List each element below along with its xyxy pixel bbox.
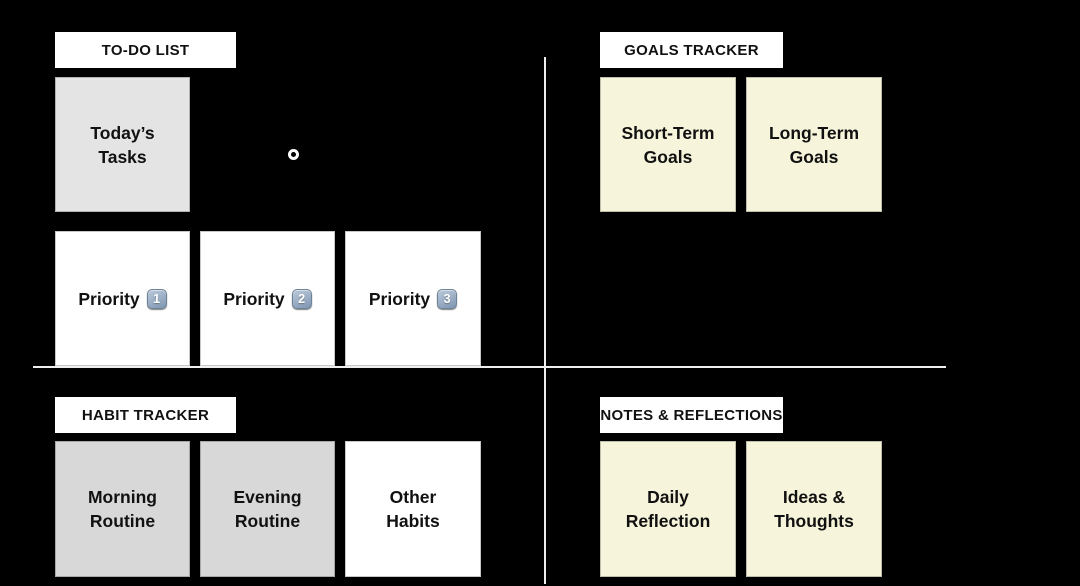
vertical-divider bbox=[544, 57, 546, 584]
todays-tasks-card[interactable]: Today’s Tasks bbox=[55, 77, 190, 212]
long-term-goals-card[interactable]: Long-Term Goals bbox=[746, 77, 882, 212]
label-line-2: Goals bbox=[789, 146, 839, 167]
priority-3-label: Priority 3 bbox=[368, 287, 458, 311]
label-line-1: Today’s bbox=[90, 122, 155, 143]
habit-tracker-header[interactable]: HABIT TRACKER bbox=[55, 397, 236, 433]
notes-reflections-header-label: NOTES & REFLECTIONS bbox=[600, 406, 783, 424]
label-line-2: Reflection bbox=[625, 511, 711, 531]
label-line-1: Long-Term bbox=[768, 122, 860, 143]
todo-list-header[interactable]: TO-DO LIST bbox=[55, 32, 236, 68]
label-line-2: Thoughts bbox=[774, 511, 854, 531]
evening-routine-label: Evening Routine bbox=[233, 485, 301, 533]
evening-routine-card[interactable]: Evening Routine bbox=[200, 441, 335, 577]
label-line-2: Tasks bbox=[98, 146, 147, 167]
priority-2-label: Priority 2 bbox=[223, 287, 312, 311]
priority-text: Priority bbox=[78, 288, 140, 309]
keycap-3-icon: 3 bbox=[437, 288, 458, 309]
ideas-thoughts-label: Ideas & Thoughts bbox=[774, 485, 854, 533]
label-line-1: Morning bbox=[87, 487, 157, 507]
short-term-goals-label: Short-Term Goals bbox=[621, 121, 714, 169]
habit-tracker-header-label: HABIT TRACKER bbox=[81, 406, 210, 424]
long-term-goals-label: Long-Term Goals bbox=[769, 121, 859, 169]
priority-1-card[interactable]: Priority 1 bbox=[55, 231, 190, 366]
notes-reflections-header[interactable]: NOTES & REFLECTIONS bbox=[600, 397, 783, 433]
daily-reflection-card[interactable]: Daily Reflection bbox=[600, 441, 736, 577]
goals-tracker-header[interactable]: GOALS TRACKER bbox=[600, 32, 783, 68]
label-line-1: Other bbox=[389, 487, 437, 507]
priority-2-card[interactable]: Priority 2 bbox=[200, 231, 335, 366]
label-line-2: Habits bbox=[386, 511, 440, 531]
priority-3-card[interactable]: Priority 3 bbox=[345, 231, 481, 366]
morning-routine-label: Morning Routine bbox=[88, 485, 157, 533]
priority-text: Priority bbox=[223, 288, 285, 309]
todo-list-header-label: TO-DO LIST bbox=[101, 41, 190, 59]
other-habits-label: Other Habits bbox=[386, 485, 439, 533]
label-line-1: Ideas & bbox=[782, 487, 846, 507]
priority-text: Priority bbox=[368, 288, 431, 309]
keycap-1-icon: 1 bbox=[146, 288, 167, 309]
keycap-2-icon: 2 bbox=[291, 288, 312, 309]
label-line-1: Short-Term bbox=[621, 122, 715, 143]
other-habits-card[interactable]: Other Habits bbox=[345, 441, 481, 577]
todays-tasks-label: Today’s Tasks bbox=[90, 121, 154, 169]
goals-tracker-header-label: GOALS TRACKER bbox=[624, 41, 759, 59]
short-term-goals-card[interactable]: Short-Term Goals bbox=[600, 77, 736, 212]
label-line-2: Goals bbox=[643, 146, 693, 167]
label-line-1: Daily bbox=[647, 487, 689, 507]
daily-reflection-label: Daily Reflection bbox=[626, 485, 711, 533]
label-line-2: Routine bbox=[89, 511, 156, 531]
priority-1-label: Priority 1 bbox=[78, 287, 167, 311]
label-line-1: Evening bbox=[233, 487, 302, 507]
morning-routine-card[interactable]: Morning Routine bbox=[55, 441, 190, 577]
bullet-marker-icon bbox=[288, 149, 299, 160]
ideas-thoughts-card[interactable]: Ideas & Thoughts bbox=[746, 441, 882, 577]
label-line-2: Routine bbox=[234, 511, 301, 531]
horizontal-divider bbox=[33, 366, 946, 368]
